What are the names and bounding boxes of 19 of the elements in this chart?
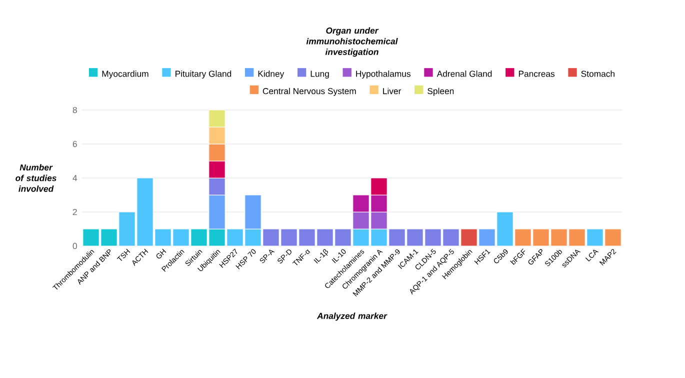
y-tick-label: 0	[72, 242, 77, 250]
legend-label: Kidney	[258, 70, 284, 79]
legend-label: Liver	[383, 88, 402, 94]
legend-label: Lung	[310, 70, 329, 79]
y-tick-label: 8	[72, 106, 77, 114]
legend-label: Myocardium	[102, 70, 148, 79]
legend-label: Pituitary Gland	[176, 70, 232, 79]
legend-label: Adrenal Gland	[436, 70, 492, 77]
legend-title: Organ under immunohistochemical investigation	[306, 27, 398, 57]
legend-label: Hypothalamus	[356, 70, 410, 79]
y-tick-label: 4	[72, 175, 78, 181]
legend-label: Spleen	[428, 88, 454, 96]
legend-label: Pancreas	[518, 70, 555, 77]
y-tick-label: 6	[72, 140, 77, 148]
legend-label: Stomach	[581, 70, 614, 77]
x-axis-title: Analyzed marker	[316, 312, 388, 321]
y-axis-title: Number of studies involved	[16, 164, 56, 192]
legend-label: Central Nervous System	[262, 88, 356, 96]
y-tick-label: 2	[72, 208, 77, 216]
